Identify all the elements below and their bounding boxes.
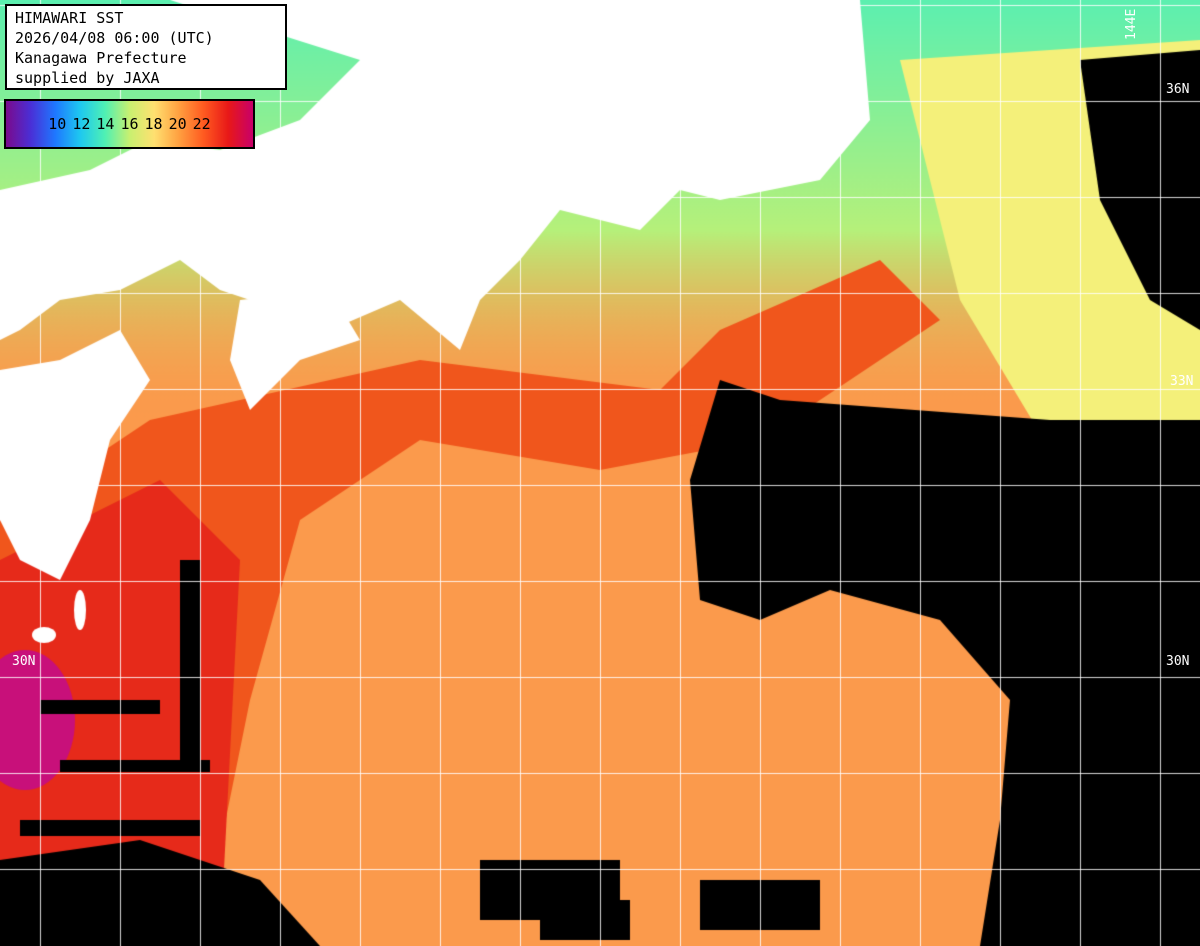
scale-label-16: 16 <box>120 115 139 133</box>
temperature-color-scale: 10 12 14 16 18 20 22 <box>4 99 255 149</box>
scale-label-20: 20 <box>168 115 187 133</box>
scale-label-14: 14 <box>96 115 115 133</box>
grid-label-30n-right: 30N <box>1166 654 1190 669</box>
grid-label-144e: 144E <box>1124 8 1139 40</box>
scale-label-18: 18 <box>144 115 163 133</box>
grid-label-36n: 36N <box>1166 82 1190 97</box>
title-line-product: HIMAWARI SST <box>15 9 124 27</box>
scale-label-10: 10 <box>48 115 67 133</box>
grid-label-33n: 33N <box>1170 374 1194 389</box>
title-line-prefecture: Kanagawa Prefecture <box>15 49 187 67</box>
title-line-credit: supplied by JAXA <box>15 69 160 87</box>
title-line-datetime: 2026/04/08 06:00 (UTC) <box>15 29 214 47</box>
grid-label-30n-left: 30N <box>12 654 36 669</box>
scale-label-12: 12 <box>72 115 91 133</box>
grid-label-136e: 136E <box>484 8 499 40</box>
title-box: HIMAWARI SST 2026/04/08 06:00 (UTC) Kana… <box>5 4 287 90</box>
scale-label-22: 22 <box>192 115 211 133</box>
